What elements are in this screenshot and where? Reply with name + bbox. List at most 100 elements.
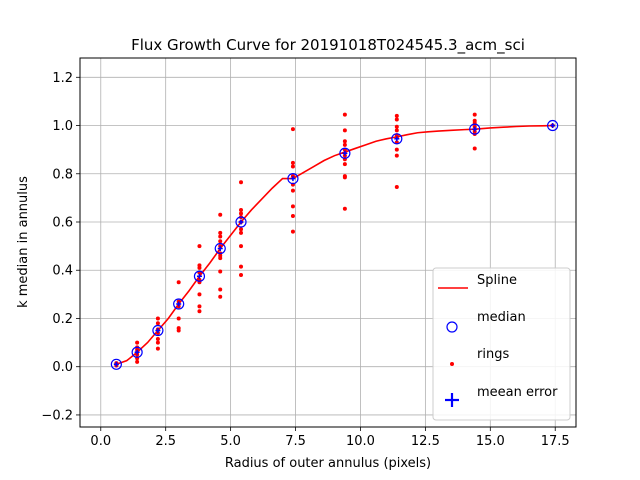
ring-point	[290, 160, 295, 165]
ring-point	[239, 211, 244, 216]
ring-point	[239, 273, 244, 278]
ring-point	[135, 340, 140, 345]
ring-point	[394, 117, 399, 122]
legend-error-swatch	[445, 393, 459, 407]
median-point	[391, 133, 403, 145]
x-tick-label: 17.5	[541, 434, 570, 449]
ring-point	[155, 316, 160, 321]
x-tick-label: 7.5	[285, 434, 306, 449]
y-tick-label: 0.6	[52, 216, 73, 231]
ring-point	[342, 206, 347, 211]
legend-label-spline: Spline	[477, 273, 517, 288]
ring-point	[394, 128, 399, 133]
spline-layer	[116, 124, 553, 366]
ring-point	[342, 174, 347, 179]
ring-point	[342, 139, 347, 144]
ring-point	[197, 263, 202, 268]
ring-point	[239, 244, 244, 249]
ring-point	[155, 321, 160, 326]
ring-point	[394, 124, 399, 129]
ring-point	[239, 180, 244, 185]
y-tick-label: 0.8	[52, 167, 73, 182]
ring-point	[290, 188, 295, 193]
median-layer	[110, 119, 559, 370]
ring-point	[155, 340, 160, 345]
y-tick-label: −0.2	[41, 408, 73, 423]
ring-point	[176, 316, 181, 321]
ring-point	[218, 269, 223, 274]
median-point	[214, 242, 226, 255]
ring-point	[197, 309, 202, 314]
legend-label-error: meean error	[477, 385, 558, 400]
y-tick-label: 0.0	[52, 360, 73, 375]
median-point	[469, 123, 481, 135]
median-point	[235, 216, 247, 228]
legend-label-rings: rings	[477, 347, 509, 362]
median-point	[110, 358, 122, 370]
ring-point	[342, 142, 347, 147]
median-point	[287, 172, 299, 185]
spline-line	[116, 124, 553, 366]
y-axis-label: k median in annulus	[16, 176, 31, 308]
median-point	[173, 298, 185, 310]
ring-point	[472, 112, 477, 117]
ring-point	[155, 346, 160, 351]
ring-point	[218, 287, 223, 292]
ring-point	[239, 230, 244, 235]
ring-point	[176, 326, 181, 331]
x-tick-label: 15.0	[476, 434, 505, 449]
legend: Spline median rings meean error	[432, 267, 571, 421]
ring-point	[342, 128, 347, 133]
ring-point	[218, 234, 223, 239]
legend-label-median: median	[477, 310, 526, 325]
ring-point	[218, 230, 223, 235]
ring-point	[290, 213, 295, 218]
x-tick-label: 12.5	[411, 434, 440, 449]
y-tick-label: 1.0	[52, 119, 73, 134]
x-axis-label: Radius of outer annulus (pixels)	[225, 456, 431, 471]
ring-point	[290, 164, 295, 169]
ring-point	[342, 162, 347, 167]
ring-point	[394, 113, 399, 118]
median-point	[131, 346, 143, 358]
y-tick-label: 0.4	[52, 264, 73, 279]
ring-point	[155, 336, 160, 341]
ring-point	[197, 292, 202, 297]
ring-point	[176, 280, 181, 285]
ring-point	[239, 264, 244, 269]
ring-point	[218, 212, 223, 217]
ring-point	[197, 244, 202, 249]
x-tick-label: 0.0	[90, 434, 111, 449]
x-tick-label: 10.0	[346, 434, 375, 449]
y-tick-label: 0.2	[52, 312, 73, 327]
legend-box	[432, 267, 571, 421]
median-point	[547, 119, 559, 132]
x-tick-label: 2.5	[155, 434, 176, 449]
y-axis-ticks: −0.2 0.0 0.2 0.4 0.6 0.8 1.0 1.2	[41, 71, 80, 423]
chart-title: Flux Growth Curve for 20191018T024545.3_…	[131, 36, 525, 55]
ring-point	[218, 239, 223, 244]
ring-point	[472, 146, 477, 151]
plot-frame	[79, 57, 577, 428]
legend-median-swatch	[446, 321, 458, 333]
ring-point	[197, 304, 202, 309]
ring-point	[290, 127, 295, 132]
median-point	[193, 270, 206, 282]
x-axis-ticks: 0.0 2.5 5.0 7.5 10.0 12.5 15.0 17.5	[90, 427, 570, 449]
ring-point	[239, 227, 244, 232]
ring-point	[218, 294, 223, 299]
y-tick-label: 1.2	[52, 71, 73, 86]
ring-point	[472, 118, 477, 123]
ring-point	[394, 185, 399, 190]
legend-rings-swatch	[450, 362, 454, 366]
error-layer	[113, 123, 556, 367]
median-point	[339, 147, 351, 159]
ring-point	[342, 112, 347, 117]
ring-point	[394, 153, 399, 158]
ring-point	[290, 204, 295, 209]
median-point	[152, 324, 164, 337]
ring-point	[290, 229, 295, 234]
x-tick-label: 5.0	[220, 434, 241, 449]
ring-point	[135, 359, 140, 364]
